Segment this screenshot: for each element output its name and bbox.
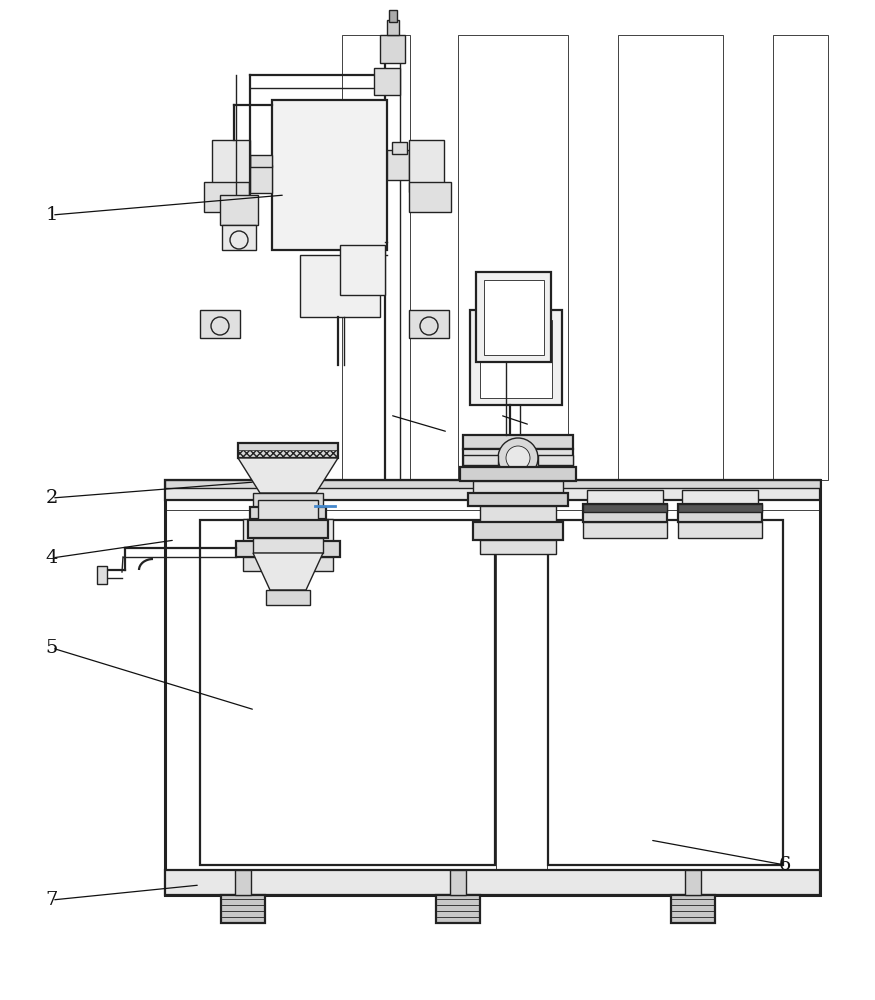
Bar bbox=[300, 255, 380, 317]
Bar bbox=[165, 480, 820, 895]
Bar bbox=[583, 504, 667, 522]
Bar bbox=[374, 68, 400, 95]
Bar bbox=[266, 590, 310, 605]
Bar bbox=[165, 870, 820, 895]
Bar bbox=[212, 140, 250, 192]
Bar bbox=[250, 507, 326, 519]
Bar bbox=[583, 522, 667, 538]
Text: 6: 6 bbox=[779, 856, 791, 874]
Text: 1: 1 bbox=[46, 206, 58, 224]
Bar bbox=[250, 155, 272, 167]
Bar bbox=[458, 35, 568, 480]
Bar bbox=[258, 500, 318, 520]
Bar bbox=[671, 895, 715, 923]
Bar bbox=[204, 182, 249, 212]
Bar bbox=[238, 450, 338, 458]
Bar bbox=[409, 140, 444, 192]
Polygon shape bbox=[253, 553, 323, 590]
Bar bbox=[678, 504, 762, 522]
Bar bbox=[538, 455, 573, 465]
Circle shape bbox=[506, 446, 530, 470]
Bar bbox=[548, 520, 783, 865]
Bar bbox=[480, 540, 556, 554]
Bar bbox=[243, 557, 333, 571]
Bar bbox=[450, 870, 466, 895]
Bar bbox=[476, 272, 551, 362]
Bar bbox=[678, 522, 762, 538]
Text: 4: 4 bbox=[46, 549, 58, 567]
Bar bbox=[222, 225, 256, 250]
Bar bbox=[235, 870, 251, 895]
Bar bbox=[389, 10, 397, 22]
Bar bbox=[468, 493, 568, 506]
Bar bbox=[583, 504, 667, 512]
Bar bbox=[380, 35, 405, 63]
Bar bbox=[409, 310, 449, 338]
Bar bbox=[243, 519, 333, 541]
Bar bbox=[221, 895, 265, 923]
Bar bbox=[165, 480, 820, 488]
Bar bbox=[460, 467, 576, 481]
Bar bbox=[678, 504, 762, 512]
Bar bbox=[97, 566, 107, 584]
Bar bbox=[773, 35, 828, 480]
Bar bbox=[463, 455, 498, 465]
Bar bbox=[238, 443, 338, 458]
Circle shape bbox=[498, 438, 538, 478]
Bar bbox=[247, 165, 272, 193]
Bar bbox=[618, 35, 723, 480]
Bar bbox=[387, 20, 399, 35]
Bar bbox=[253, 493, 323, 507]
Bar bbox=[587, 490, 663, 504]
Bar bbox=[253, 538, 323, 553]
Bar bbox=[200, 520, 495, 865]
Bar bbox=[463, 435, 573, 449]
Bar bbox=[342, 35, 410, 480]
Bar bbox=[470, 310, 562, 405]
Bar bbox=[685, 870, 701, 895]
Bar bbox=[473, 522, 563, 540]
Text: 7: 7 bbox=[46, 891, 58, 909]
Text: 5: 5 bbox=[46, 639, 58, 657]
Text: 2: 2 bbox=[46, 489, 58, 507]
Bar bbox=[682, 490, 758, 504]
Bar bbox=[236, 541, 340, 557]
Polygon shape bbox=[238, 458, 338, 493]
Bar bbox=[220, 195, 258, 225]
Bar bbox=[480, 506, 556, 522]
Bar bbox=[484, 280, 544, 355]
Bar bbox=[392, 142, 407, 154]
Bar bbox=[165, 480, 820, 500]
Bar bbox=[473, 481, 563, 493]
Bar bbox=[340, 245, 385, 295]
Bar bbox=[436, 895, 480, 923]
Bar bbox=[248, 520, 328, 538]
Bar bbox=[409, 182, 451, 212]
Bar bbox=[200, 310, 240, 338]
Bar bbox=[480, 320, 552, 398]
Bar bbox=[272, 100, 387, 250]
Bar bbox=[463, 449, 573, 467]
Bar bbox=[387, 150, 409, 180]
